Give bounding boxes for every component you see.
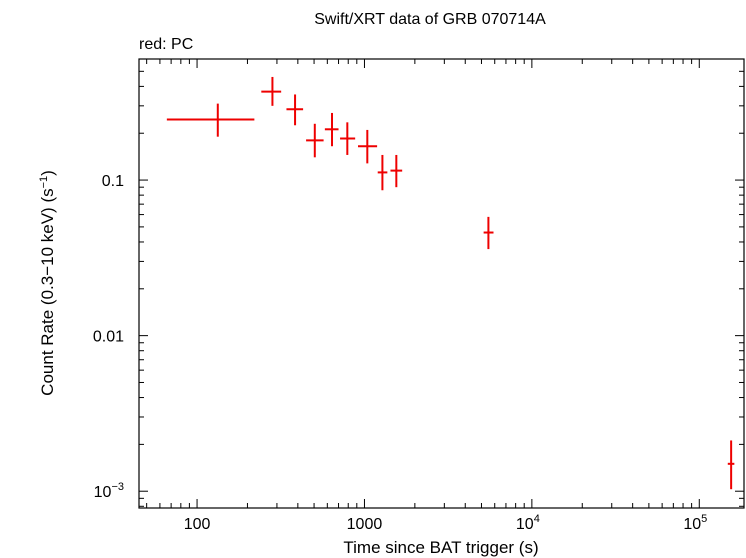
x-tick-label: 104 — [516, 513, 540, 533]
x-tick-label: 105 — [683, 513, 707, 533]
data-point — [727, 440, 735, 490]
plot-frame — [138, 58, 745, 509]
x-tick-label: 1000 — [347, 516, 383, 533]
data-point — [377, 154, 388, 191]
y-tick-label: 0.01 — [93, 329, 124, 346]
data-point — [483, 216, 494, 250]
x-tick-label: 100 — [184, 516, 211, 533]
chart-title: Swift/XRT data of GRB 070714A — [314, 11, 546, 28]
x-axis-label: Time since BAT trigger (s) — [343, 538, 538, 557]
y-axis-label-main: Count Rate (0.3−10 keV) (s — [38, 188, 57, 395]
chart-subtitle: red: PC — [139, 36, 193, 53]
data-point — [340, 122, 356, 155]
data-points — [166, 76, 735, 490]
y-axis-label: Count Rate (0.3−10 keV) (s−1) — [38, 170, 57, 396]
y-axis-label-sup: −1 — [38, 176, 50, 189]
data-point — [261, 76, 282, 106]
data-point — [324, 112, 339, 147]
axis-tick-labels: 100 1000 104 105 0.1 0.01 10−3 — [93, 173, 707, 533]
data-point — [306, 123, 324, 158]
y-tick-label: 0.1 — [102, 173, 124, 190]
y-tick-label: 10−3 — [94, 481, 124, 501]
axis-ticks — [139, 59, 744, 508]
data-point — [390, 154, 403, 188]
y-axis-label-end: ) — [38, 170, 57, 176]
data-point — [166, 103, 255, 137]
data-point — [358, 129, 378, 164]
data-point — [286, 94, 304, 126]
